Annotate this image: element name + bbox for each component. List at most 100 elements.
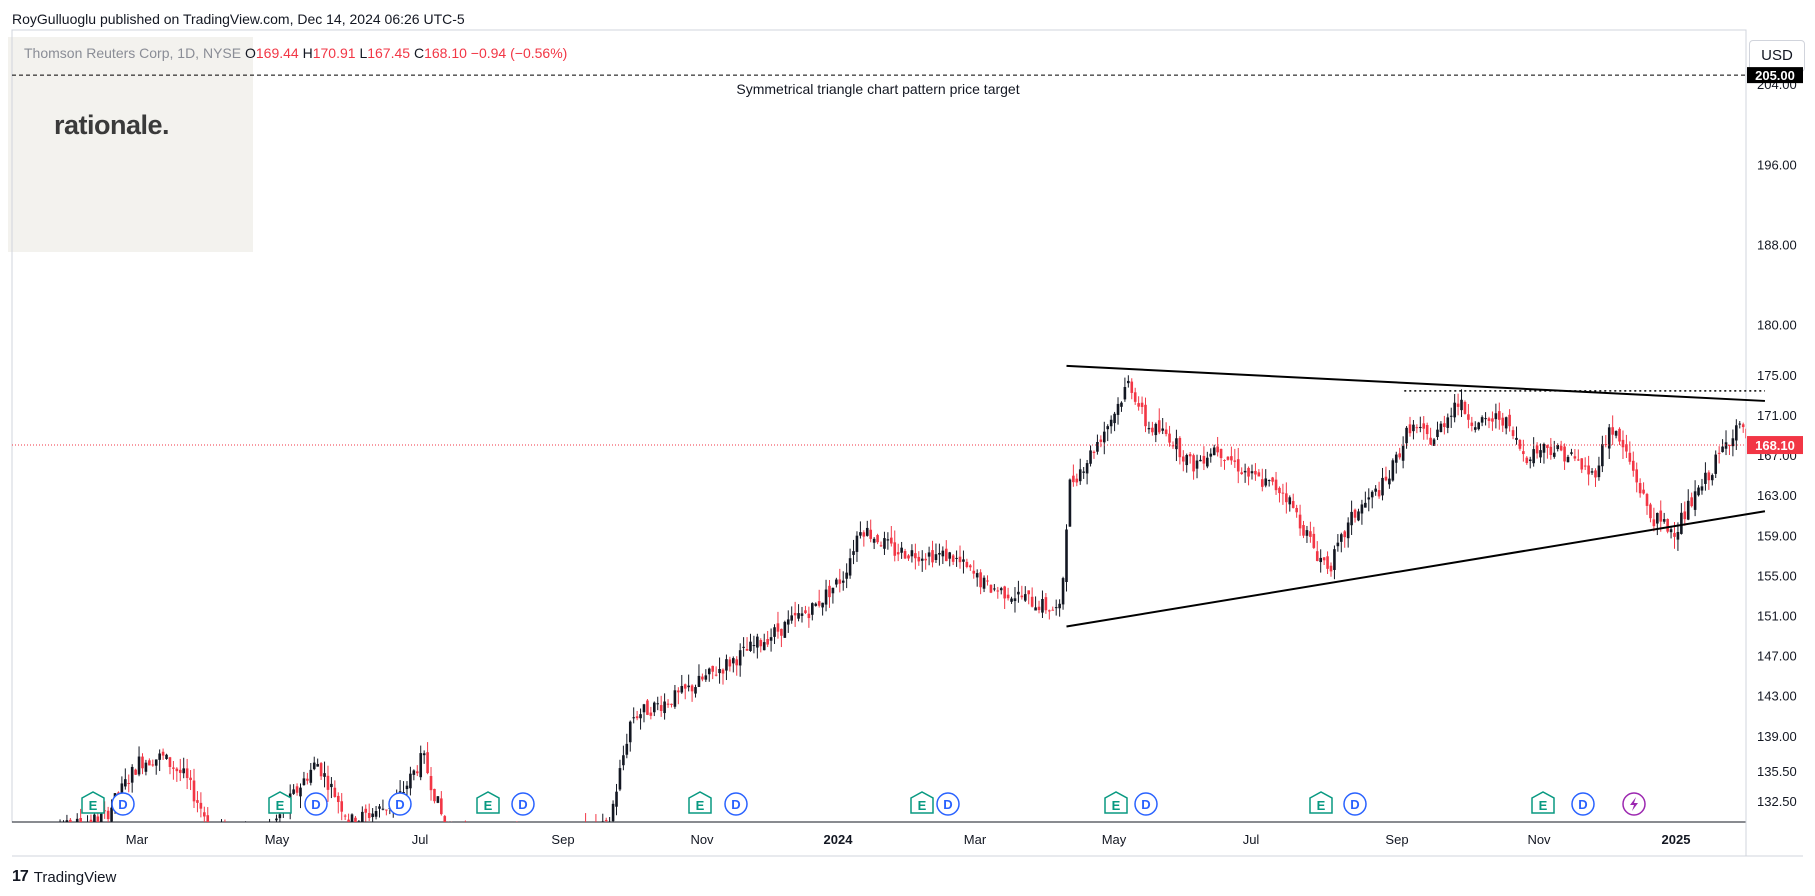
candle-body <box>292 789 295 794</box>
candle-body <box>1302 525 1305 536</box>
candle-body <box>1233 460 1237 462</box>
candle-body <box>618 768 622 790</box>
y-tick-label: 159.00 <box>1757 528 1797 543</box>
candle-body <box>759 640 763 647</box>
candle-body <box>1223 460 1226 462</box>
candle-body <box>1456 403 1460 407</box>
candle-body <box>883 538 886 549</box>
x-tick-label: 2025 <box>1662 832 1691 847</box>
candle-body <box>357 821 361 822</box>
candle-body <box>148 760 151 766</box>
candle-body <box>876 535 879 543</box>
candle-body <box>1721 446 1724 453</box>
candle-body <box>481 835 484 842</box>
candle-body <box>804 610 807 614</box>
candle-body <box>1202 455 1206 464</box>
candle-body <box>835 579 838 585</box>
candle-body <box>69 819 72 822</box>
candle-body <box>828 585 831 598</box>
last-price-badge <box>1747 436 1803 455</box>
candle-body <box>1728 444 1731 447</box>
candle-body <box>227 832 230 835</box>
candle-body <box>422 753 426 756</box>
candle-body <box>409 773 412 789</box>
candle-body <box>1264 478 1268 486</box>
candle-body <box>1549 446 1553 455</box>
candle-body <box>1673 532 1676 537</box>
candle-body <box>533 836 536 839</box>
y-tick-label: 171.00 <box>1757 408 1797 423</box>
candle-body <box>1628 452 1632 462</box>
candle-body <box>1631 460 1635 471</box>
candle-body <box>1405 427 1408 444</box>
candle-body <box>547 845 550 848</box>
candle-body <box>1377 490 1381 497</box>
candle-body <box>326 775 330 790</box>
high-value: 170.91 <box>312 45 356 61</box>
candle-body <box>1102 431 1106 443</box>
candle-body <box>1408 424 1412 434</box>
candle-body <box>1432 439 1436 446</box>
earnings-icon <box>1531 791 1555 814</box>
candle-body <box>1484 418 1487 420</box>
candle-body <box>749 641 752 651</box>
candle-body <box>306 778 309 781</box>
candle-body <box>319 763 323 777</box>
candle-body <box>93 814 96 822</box>
candle-body <box>1023 594 1027 601</box>
candle-body <box>666 703 670 705</box>
candle-body <box>632 717 635 719</box>
target-price-badge <box>1747 67 1803 84</box>
candle-body <box>272 824 275 830</box>
earnings-icon <box>1309 791 1333 814</box>
candle-body <box>1219 448 1223 459</box>
candle-body <box>962 559 965 562</box>
y-tick-label: 135.50 <box>1757 764 1797 779</box>
candle-body <box>683 684 687 689</box>
x-tick-label: Sep <box>551 832 574 847</box>
candle-body <box>673 690 677 707</box>
candle-body <box>1240 472 1243 475</box>
candle-body <box>258 827 261 838</box>
candle-body <box>1140 402 1144 407</box>
candle-body <box>1154 423 1158 436</box>
candle-body <box>914 553 917 559</box>
candle-body <box>509 840 512 847</box>
candle-body <box>450 832 453 840</box>
triangle-upper-trendline <box>1066 364 1766 402</box>
candle-body <box>588 837 591 839</box>
candle-body <box>72 828 75 831</box>
candle-body <box>766 639 769 645</box>
candle-body <box>738 650 742 666</box>
candle-body <box>1017 591 1020 595</box>
candle-body <box>927 552 931 557</box>
candle-body <box>127 783 131 785</box>
candle-body <box>1109 419 1113 427</box>
candle-body <box>79 818 82 822</box>
candle-body <box>841 580 845 583</box>
candle-body <box>769 637 773 641</box>
candle-body <box>185 768 189 779</box>
dividend-icon <box>724 792 748 816</box>
candle-body <box>1082 471 1085 473</box>
candle-body <box>471 839 474 847</box>
candle-body <box>343 815 347 817</box>
candle-body <box>1206 457 1209 467</box>
candle-body <box>1181 456 1185 462</box>
dividend-icon <box>936 792 960 816</box>
candle-body <box>817 601 821 606</box>
candle-body <box>1522 451 1525 455</box>
lightning-bolt-icon <box>1630 797 1638 811</box>
earnings-icon <box>268 791 292 814</box>
candle-body <box>1271 477 1274 482</box>
y-tick-label: 139.00 <box>1757 729 1797 744</box>
chart-axes: 132.50 135.50 139.00 143.00 147.00 151.00 155.… <box>11 29 1803 857</box>
candle-body <box>192 780 196 802</box>
candle-body <box>1704 472 1707 484</box>
candle-body <box>1161 428 1164 431</box>
candle-body <box>447 830 450 836</box>
tradingview-brand[interactable]: 17 TradingView <box>12 868 116 886</box>
candle-body <box>1731 438 1735 447</box>
